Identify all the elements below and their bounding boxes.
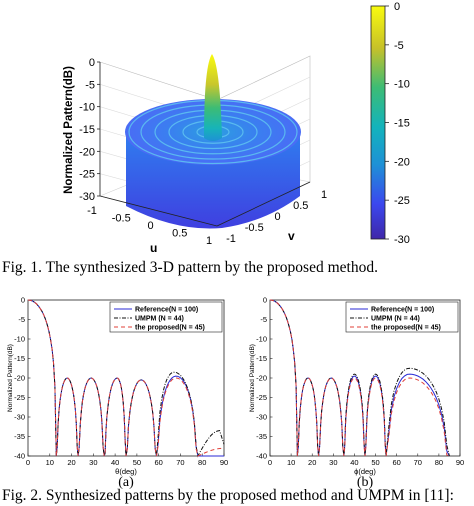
y-tick-label: -30 <box>256 413 267 422</box>
z-tick-label: -5 <box>85 79 95 91</box>
x-tick-label: 20 <box>308 458 316 467</box>
u-axis-label: u <box>150 241 157 255</box>
legend: Reference(N = 100) UMPM (N = 44) the propo… <box>345 301 459 333</box>
legend: Reference(N = 100) UMPM (N = 44) the propo… <box>109 301 223 333</box>
x-tick-label: 30 <box>89 458 97 467</box>
x-tick-label: 20 <box>67 458 75 467</box>
colorbar: 0 -5 -10 -15 -20 -25 -30 <box>370 1 410 246</box>
y-tick-label: -20 <box>14 374 25 383</box>
colorbar-gradient <box>370 5 386 240</box>
x-tick-label: 80 <box>198 458 206 467</box>
x-tick-label: 10 <box>287 458 295 467</box>
u-tick-label: 0 <box>147 220 153 232</box>
x-tick-label: 70 <box>176 458 184 467</box>
line-chart-panel-b: 0 10 20 30 40 50 60 70 80 90 0 -5 -10 -15 -20 -25 -30 -35… <box>249 296 464 491</box>
y-tick-label: -5 <box>260 315 267 324</box>
main-lobe-peak <box>204 54 222 141</box>
y-tick-label: 0 <box>21 296 25 305</box>
colorbar-tick-label: -15 <box>394 118 410 130</box>
y-axis-label: Normalized Pattern(dB) <box>249 344 256 412</box>
u-tick-label: 0.5 <box>172 228 187 240</box>
v-tick-label: 0 <box>274 211 280 223</box>
panel-label: (a) <box>118 475 134 490</box>
colorbar-tick-label: -5 <box>394 40 404 52</box>
v-axis-label: v <box>288 229 295 243</box>
z-tick-label: -10 <box>79 102 95 114</box>
legend-entry: the proposed(N = 45) <box>135 325 205 332</box>
y-tick-label: 0 <box>263 296 267 305</box>
axis-ticks: 0 10 20 30 40 50 60 70 80 90 0 -5 -10 -15 -20 -25 -30 -35… <box>14 296 228 468</box>
legend-entry: Reference(N = 100) <box>135 307 198 314</box>
z-axis-label: Normalized Pattern(dB) <box>63 66 75 194</box>
z-tick-label: -30 <box>79 191 95 203</box>
panel-label: (b) <box>357 475 374 490</box>
y-tick-label: -20 <box>256 374 267 383</box>
u-tick-label: -1 <box>87 205 97 217</box>
v-axis: -1 -0.5 0 0.5 1 v <box>216 181 327 245</box>
u-axis: -1 -0.5 0 0.5 1 u <box>87 195 218 255</box>
colorbar-tick-label: -10 <box>394 79 410 91</box>
y-tick-label: -5 <box>18 315 25 324</box>
x-tick-label: 70 <box>414 458 422 467</box>
series-line-3 <box>269 299 450 457</box>
v-tick-label: -0.5 <box>245 222 264 234</box>
y-tick-label: -35 <box>14 432 25 441</box>
x-tick-label: 40 <box>350 458 358 467</box>
axis-ticks: 0 10 20 30 40 50 60 70 80 90 0 -5 -10 -15 -20 -25 -30 -35… <box>256 296 464 468</box>
x-tick-label: 40 <box>111 458 119 467</box>
colorbar-tick-label: 0 <box>394 1 400 13</box>
y-tick-label: -10 <box>14 335 25 344</box>
figure-1-caption: Fig. 1. The synthesized 3-D pattern by t… <box>2 259 378 276</box>
u-tick-label: -0.5 <box>112 213 131 225</box>
figure-2-caption: Fig. 2. Synthesized patterns by the prop… <box>2 487 454 504</box>
series-line-3 <box>27 299 225 457</box>
x-tick-label: 60 <box>154 458 162 467</box>
z-axis: 0 -5 -10 -15 -20 -25 -30 Normalized Pattern(dB… <box>63 57 101 203</box>
colorbar-tick-label: -25 <box>394 195 410 207</box>
y-tick-label: -30 <box>14 413 25 422</box>
u-tick-label: 1 <box>206 235 212 247</box>
x-tick-label: 0 <box>26 458 30 467</box>
x-axis-label: θ(deg) <box>115 467 137 476</box>
x-tick-label: 10 <box>46 458 54 467</box>
y-tick-label: -15 <box>14 354 25 363</box>
v-tick-label: 0.5 <box>293 200 308 212</box>
x-tick-label: 80 <box>435 458 443 467</box>
x-tick-label: 50 <box>133 458 141 467</box>
legend-entry: the proposed(N = 45) <box>371 325 441 332</box>
x-tick-label: 30 <box>329 458 337 467</box>
colorbar-tick-label: -20 <box>394 156 410 168</box>
y-tick-label: -25 <box>14 393 25 402</box>
y-tick-label: -25 <box>256 393 267 402</box>
x-tick-label: 60 <box>392 458 400 467</box>
y-axis-label: Normalized Pattern(dB) <box>7 344 14 412</box>
colorbar-tick-label: -30 <box>394 234 410 246</box>
x-tick-label: 90 <box>220 458 228 467</box>
z-tick-label: -15 <box>79 124 95 136</box>
x-axis-label: ϕ(deg) <box>354 467 376 476</box>
z-tick-label: -20 <box>79 146 95 158</box>
legend-entry: UMPM (N = 44) <box>135 316 184 323</box>
x-tick-label: 0 <box>268 458 272 467</box>
y-tick-label: -40 <box>14 452 25 461</box>
x-tick-label: 90 <box>456 458 464 467</box>
y-tick-label: -10 <box>256 335 267 344</box>
line-chart-panel-a: 0 10 20 30 40 50 60 70 80 90 0 -5 -10 -15 -20 -25 -30 -35… <box>7 296 228 491</box>
z-tick-label: 0 <box>89 57 95 69</box>
legend-entry: UMPM (N = 44) <box>371 316 420 323</box>
v-tick-label: 1 <box>321 189 327 201</box>
y-tick-label: -40 <box>256 452 267 461</box>
surface-plot-3d: 0-5-10-15-20-25-30 Normalized Pattern(dB… <box>63 54 327 255</box>
v-tick-label: -1 <box>226 233 236 245</box>
y-tick-label: -15 <box>256 354 267 363</box>
legend-entry: Reference(N = 100) <box>371 307 434 314</box>
surface-body <box>125 54 301 229</box>
z-tick-label: -25 <box>79 169 95 181</box>
x-tick-label: 50 <box>371 458 379 467</box>
y-tick-label: -35 <box>256 432 267 441</box>
